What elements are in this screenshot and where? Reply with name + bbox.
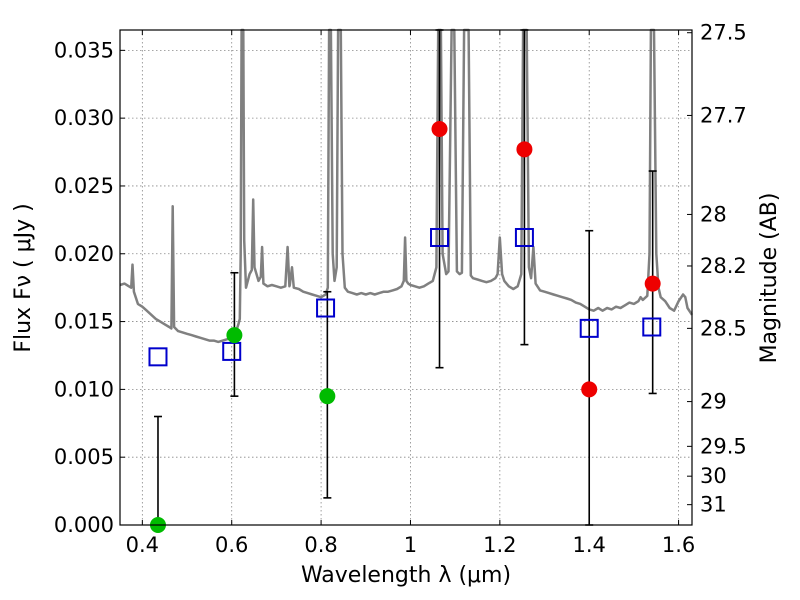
y-tick-label: 0.020 [54,242,114,266]
plot-frame [119,29,693,526]
flux-point-marker [431,121,448,137]
y-tick-label: 0.025 [54,174,114,198]
template-spectrum-line [119,28,694,344]
model-square-marker [514,227,534,247]
x-tick-label: 0.4 [126,533,159,557]
model-square-marker [430,227,450,247]
y2-tick-label: 29.5 [700,434,747,458]
flux-point-marker [226,327,243,344]
x-tick-label: 0.8 [304,533,337,557]
x-tick-label: 1.2 [483,533,516,557]
y-tick-label: 0.000 [54,513,114,537]
flux-point-marker [581,381,598,398]
y2-tick-label: 30 [700,464,727,488]
y2-tick-label: 27.5 [700,21,747,45]
y2-tick-label: 31 [700,493,727,517]
model-square-marker [316,298,336,318]
y-tick-label: 0.030 [54,106,114,130]
y-axis-ticks: 0.000 0.005 0.010 0.015 0.020 0.025 0.030 0.035 [54,38,125,537]
data-points [148,121,662,533]
model-square-marker [148,347,168,367]
x-axis-label: Wavelength λ (μm) [301,563,511,588]
flux-point-marker [319,388,336,405]
x-tick-label: 0.6 [215,533,248,557]
y-axis-label: Flux Fν ( μJy ) [11,203,36,352]
y2-tick-label: 29 [700,390,727,414]
model-square-marker [222,341,242,361]
y2-axis-label: Magnitude (AB) [757,193,782,364]
x-tick-label: 1 [404,533,417,557]
model-square-marker [579,318,599,338]
x-tick-label: 1.4 [573,533,606,557]
flux-point-marker [516,141,533,158]
y-tick-label: 0.035 [54,38,114,62]
template-spectrum [119,28,694,344]
y2-tick-label: 28.2 [700,254,747,278]
y-tick-label: 0.010 [54,377,114,401]
x-axis-ticks: 0.4 0.6 0.8 1 1.2 1.4 1.6 [126,30,695,557]
y2-tick-label: 28.5 [700,316,747,340]
error-bars [153,29,657,526]
y2-tick-label: 27.7 [700,103,747,127]
x-tick-label: 1.6 [662,533,695,557]
y2-tick-label: 28 [700,202,727,226]
model-square-marker [642,317,662,337]
y2-axis-ticks: 27.5 27.7 28 28.2 28.5 29 29.5 30 31 [687,21,747,517]
y-tick-label: 0.005 [54,445,114,469]
y-tick-label: 0.015 [54,310,114,334]
flux-point-marker [644,275,661,292]
